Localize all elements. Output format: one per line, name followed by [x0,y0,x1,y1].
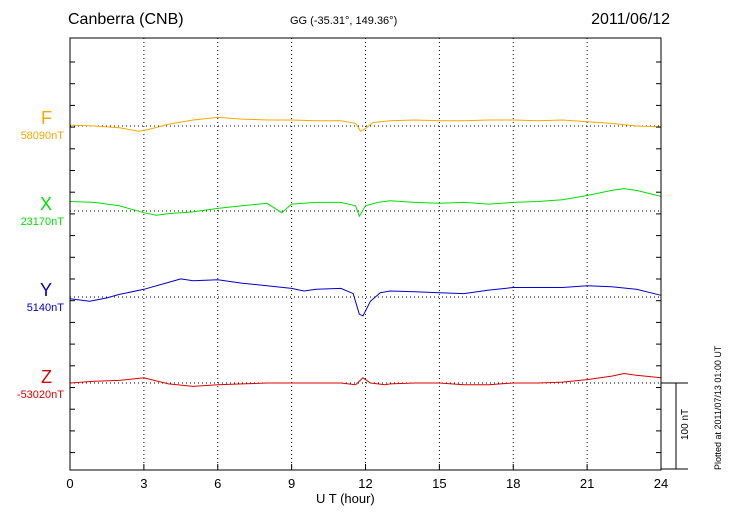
x-tick-label-6: 6 [214,476,221,491]
grid-lines [143,38,588,470]
station-title: Canberra (CNB) [68,11,184,28]
series-label-f: F [41,108,52,128]
series-label-y: Y [39,280,52,300]
series-traces [69,116,662,387]
x-tick-label-24: 24 [654,476,668,491]
baseline-lines [70,125,661,384]
x-tick-label-15: 15 [432,476,446,491]
series-baseline-f: 58090nT [20,130,64,142]
x-tick-label-21: 21 [580,476,594,491]
x-tick-label-0: 0 [66,476,73,491]
series-baseline-z: -53020nT [16,389,64,401]
series-label-x: X [39,194,52,214]
x-tick-label-3: 3 [140,476,147,491]
chart-date: 2011/06/12 [591,11,670,28]
x-tick-label-18: 18 [506,476,520,491]
series-line-x [69,188,662,218]
series-label-z: Z [41,367,52,387]
axis-ticks: 0 3 6 9 12 15 18 21 24 [66,61,668,491]
scale-bar [661,382,688,470]
x-axis-label: U T (hour) [316,491,375,506]
x-tick-label-9: 9 [288,476,295,491]
plotted-timestamp: Plotted at 2011/07/13 01:00 UT [713,345,723,470]
series-baseline-y: 5140nT [26,302,64,314]
x-tick-label-12: 12 [358,476,372,491]
series-line-f [69,116,662,132]
series-line-y [69,278,662,317]
series-baseline-x: 23170nT [20,216,64,228]
series-line-z [69,372,662,387]
scale-bar-label: 100 nT [680,408,691,440]
station-coordinates: GG (-35.31°, 149.36°) [290,15,398,27]
